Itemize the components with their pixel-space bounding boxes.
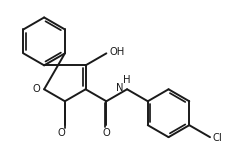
Text: O: O — [103, 128, 110, 138]
Text: Cl: Cl — [213, 133, 223, 143]
Text: O: O — [32, 84, 40, 94]
Text: N: N — [116, 83, 124, 93]
Text: OH: OH — [109, 47, 124, 57]
Text: H: H — [123, 75, 131, 85]
Text: O: O — [57, 128, 65, 138]
